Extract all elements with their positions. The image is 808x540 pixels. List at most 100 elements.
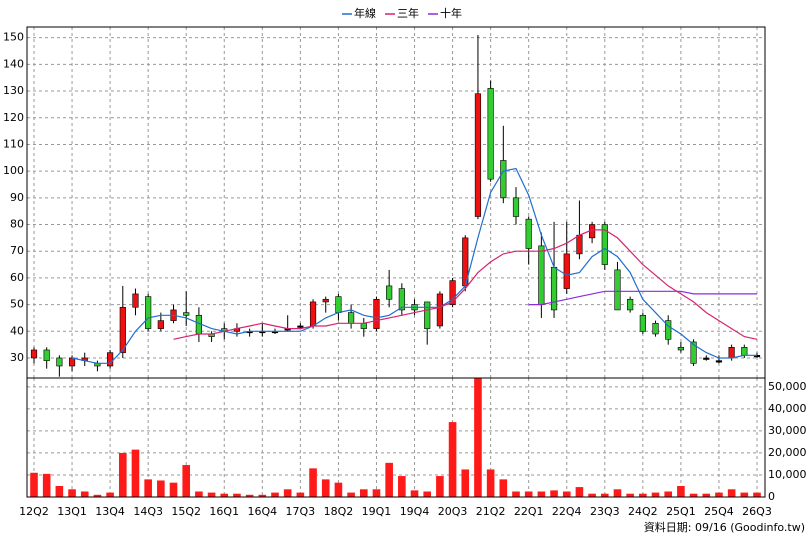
y-tick-label: 150 <box>3 31 24 44</box>
volume-bar <box>42 473 51 497</box>
candle-body <box>56 357 63 367</box>
x-tick-label: 16Q1 <box>209 505 239 518</box>
volume-bar <box>321 479 330 497</box>
x-tick-label: 25Q1 <box>666 505 696 518</box>
volume-bar <box>562 491 571 497</box>
candle-body <box>424 301 431 329</box>
candle-body <box>297 325 304 328</box>
volume-bar <box>474 378 482 497</box>
volume-bar <box>651 492 660 497</box>
candle-body <box>398 288 405 311</box>
volume-bar <box>385 462 393 497</box>
volume-bar <box>727 489 736 497</box>
volume-bar <box>169 482 178 497</box>
candle-body <box>639 314 646 332</box>
volume-bar <box>600 493 609 497</box>
candle-body <box>474 93 482 217</box>
candle-body <box>436 293 443 327</box>
volume-bar <box>436 476 444 497</box>
y-tick-label: 30 <box>10 351 24 364</box>
candle-body <box>563 253 570 289</box>
volume-bar <box>715 492 723 497</box>
candle-body <box>741 347 748 356</box>
volume-bar <box>664 491 673 497</box>
candle-body <box>43 349 50 361</box>
volume-bar <box>575 487 584 497</box>
candle-body <box>614 269 621 311</box>
candle-body <box>550 266 558 311</box>
x-tick-label: 22Q1 <box>514 505 544 518</box>
y2-tick-label: 10,000 <box>768 468 807 481</box>
candle-body <box>107 352 114 367</box>
candle-body <box>665 320 672 340</box>
x-tick-label: 25Q4 <box>704 505 734 518</box>
candle-body <box>487 88 494 180</box>
volume-bar <box>55 485 64 497</box>
volume-bar <box>398 476 406 497</box>
candle-body <box>538 245 545 305</box>
candle-body <box>335 296 342 313</box>
volume-bar <box>702 493 711 497</box>
volume-bar <box>423 491 432 497</box>
volume-bar <box>207 492 216 497</box>
volume-bar <box>30 472 38 497</box>
y2-tick-label: 40,000 <box>768 402 807 415</box>
ma-line <box>528 290 757 306</box>
y-tick-label: 80 <box>10 218 24 231</box>
y-tick-label: 100 <box>3 164 24 177</box>
x-tick-label: 21Q2 <box>476 505 506 518</box>
candle-body <box>715 360 723 363</box>
candle-body <box>183 312 190 316</box>
candle-body <box>525 218 532 249</box>
volume-bar <box>283 489 292 497</box>
volume-bar <box>80 491 89 497</box>
x-tick-label: 17Q3 <box>286 505 316 518</box>
candle-body <box>576 234 583 255</box>
x-tick-label: 20Q3 <box>438 505 468 518</box>
candle-body <box>512 197 520 217</box>
candle-body <box>627 298 634 311</box>
y-tick-label: 120 <box>3 111 24 124</box>
x-tick-label: 19Q1 <box>362 505 392 518</box>
candle-body <box>360 322 367 329</box>
x-tick-label: 12Q2 <box>19 505 49 518</box>
candle-body <box>728 347 735 359</box>
x-tick-label: 22Q4 <box>552 505 582 518</box>
x-tick-label: 26Q3 <box>742 505 772 518</box>
x-tick-label: 19Q4 <box>400 505 430 518</box>
y-tick-label: 140 <box>3 57 24 70</box>
y-tick-label: 110 <box>3 137 24 150</box>
ma-line <box>71 167 757 364</box>
volume-bar <box>157 480 165 497</box>
volume-bar <box>677 485 685 497</box>
candle-body <box>500 160 507 199</box>
volume-bar <box>359 489 368 497</box>
volume-bar <box>410 490 419 497</box>
candle-body <box>145 296 152 329</box>
candle-body <box>690 341 697 364</box>
candle-body <box>309 301 317 327</box>
volume-bar <box>486 469 495 497</box>
legend-label: 三年 <box>397 6 419 20</box>
y-tick-label: 40 <box>10 324 24 337</box>
volume-panel-border <box>26 377 766 498</box>
volume-bar <box>626 493 634 497</box>
volume-bar <box>195 491 203 497</box>
x-tick-label: 13Q4 <box>95 505 125 518</box>
candle-body <box>132 293 139 308</box>
volume-bar <box>296 492 305 497</box>
volume-bar <box>689 493 698 497</box>
candle-body <box>322 298 329 303</box>
ma-line <box>173 229 758 340</box>
candle-body <box>119 306 126 353</box>
candle-body <box>386 285 393 300</box>
candle-body <box>68 357 76 367</box>
candle-body <box>348 312 355 324</box>
x-tick-label: 24Q2 <box>628 505 658 518</box>
candle-body <box>157 320 164 329</box>
candle-body <box>652 322 659 335</box>
candle-body <box>449 280 456 305</box>
volume-bar <box>588 493 596 497</box>
volume-bar <box>334 482 343 497</box>
volume-bar <box>499 479 508 497</box>
